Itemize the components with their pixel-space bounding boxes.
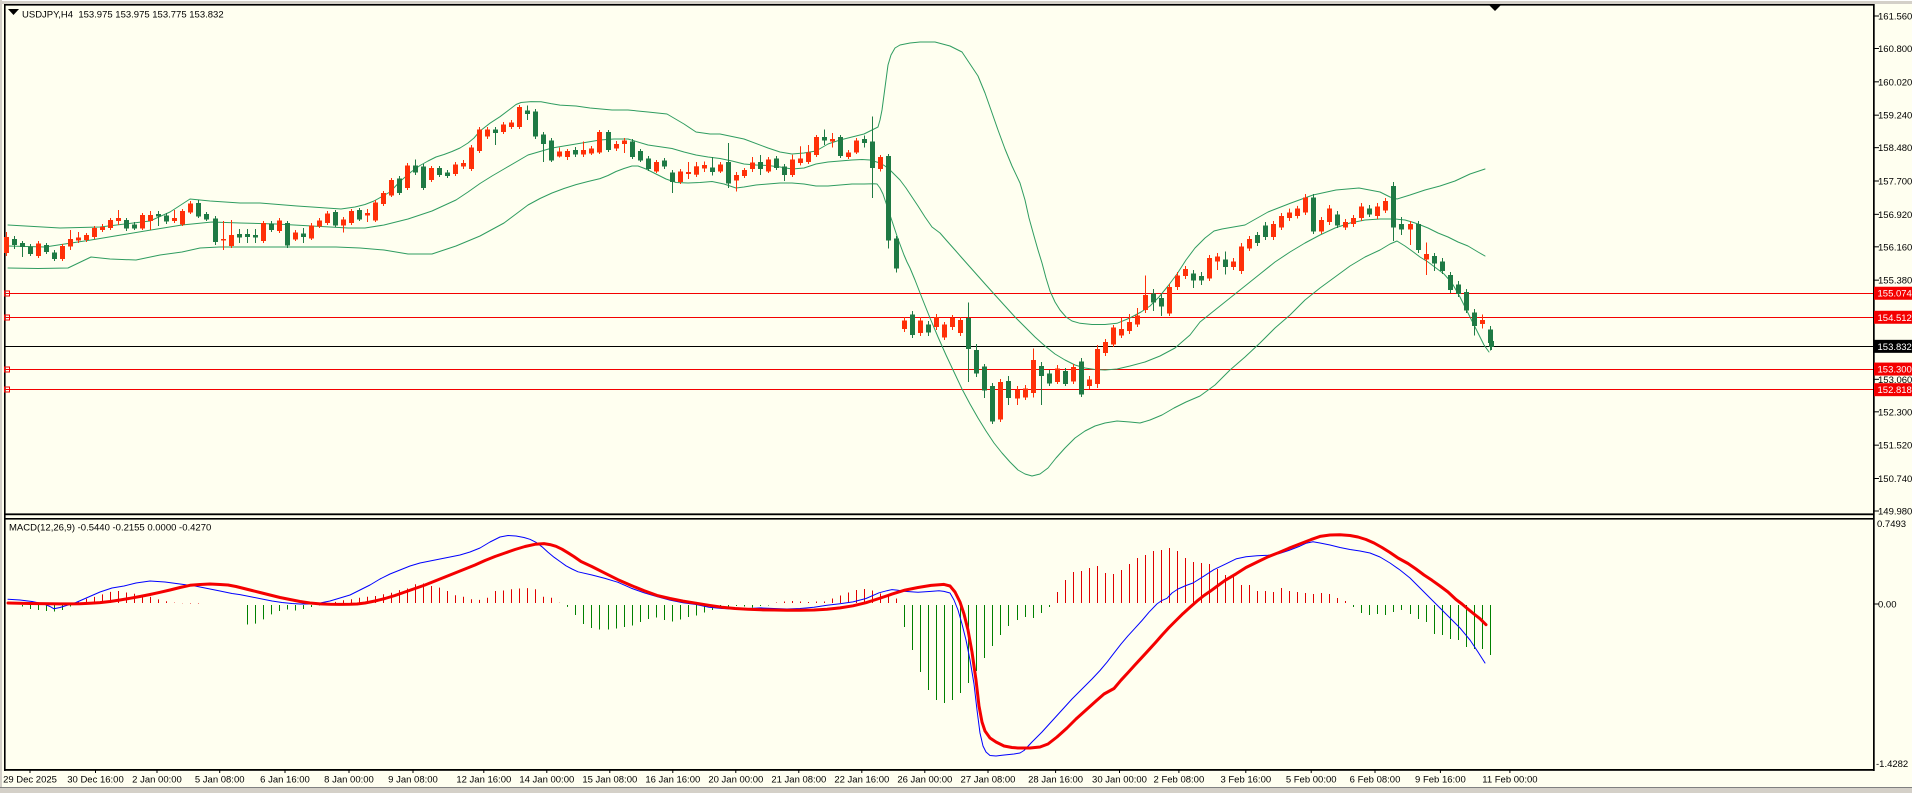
- svg-text:27 Jan 08:00: 27 Jan 08:00: [961, 775, 1016, 786]
- svg-text:22 Jan 16:00: 22 Jan 16:00: [834, 775, 889, 786]
- svg-text:2 Feb 08:00: 2 Feb 08:00: [1154, 775, 1205, 786]
- svg-text:161.560: 161.560: [1878, 12, 1912, 23]
- svg-text:11 Feb 00:00: 11 Feb 00:00: [1482, 775, 1537, 786]
- svg-text:153.300: 153.300: [1878, 365, 1912, 376]
- svg-text:6 Jan 16:00: 6 Jan 16:00: [260, 775, 310, 786]
- svg-text:15 Jan 08:00: 15 Jan 08:00: [582, 775, 637, 786]
- svg-text:5 Jan 08:00: 5 Jan 08:00: [195, 775, 245, 786]
- svg-text:2 Jan 00:00: 2 Jan 00:00: [132, 775, 182, 786]
- svg-text:9 Jan 08:00: 9 Jan 08:00: [388, 775, 438, 786]
- svg-text:MACD(12,26,9) -0.5440 -0.2155: MACD(12,26,9) -0.5440 -0.2155 0.0000 -0.…: [9, 523, 211, 534]
- svg-text:152.300: 152.300: [1878, 407, 1912, 418]
- svg-text:16 Jan 16:00: 16 Jan 16:00: [645, 775, 700, 786]
- svg-text:8 Jan 00:00: 8 Jan 00:00: [324, 775, 374, 786]
- svg-text:29 Dec 2025: 29 Dec 2025: [3, 775, 57, 786]
- svg-text:151.520: 151.520: [1878, 441, 1912, 452]
- svg-text:14 Jan 00:00: 14 Jan 00:00: [519, 775, 574, 786]
- svg-text:158.480: 158.480: [1878, 143, 1912, 154]
- svg-text:30 Dec 16:00: 30 Dec 16:00: [67, 775, 124, 786]
- svg-text:20 Jan 00:00: 20 Jan 00:00: [708, 775, 763, 786]
- svg-text:USDJPY,H4 153.975 153.975 153: USDJPY,H4 153.975 153.975 153.775 153.83…: [22, 10, 224, 21]
- svg-text:30 Jan 00:00: 30 Jan 00:00: [1092, 775, 1147, 786]
- svg-text:159.240: 159.240: [1878, 111, 1912, 122]
- svg-text:21 Jan 08:00: 21 Jan 08:00: [771, 775, 826, 786]
- svg-text:160.800: 160.800: [1878, 44, 1912, 55]
- svg-text:155.380: 155.380: [1878, 276, 1912, 287]
- svg-text:150.740: 150.740: [1878, 474, 1912, 485]
- svg-text:156.160: 156.160: [1878, 242, 1912, 253]
- svg-text:149.980: 149.980: [1878, 506, 1912, 517]
- svg-text:154.512: 154.512: [1878, 313, 1912, 324]
- svg-text:6 Feb 08:00: 6 Feb 08:00: [1350, 775, 1401, 786]
- svg-text:5 Feb 00:00: 5 Feb 00:00: [1286, 775, 1337, 786]
- svg-text:0.00: 0.00: [1878, 600, 1897, 611]
- svg-text:3 Feb 16:00: 3 Feb 16:00: [1220, 775, 1271, 786]
- svg-text:156.920: 156.920: [1878, 210, 1912, 221]
- svg-text:26 Jan 00:00: 26 Jan 00:00: [897, 775, 952, 786]
- svg-text:9 Feb 16:00: 9 Feb 16:00: [1415, 775, 1466, 786]
- svg-text:28 Jan 16:00: 28 Jan 16:00: [1028, 775, 1083, 786]
- svg-text:152.818: 152.818: [1878, 385, 1912, 396]
- svg-text:-1.4282: -1.4282: [1876, 759, 1908, 770]
- svg-text:160.020: 160.020: [1878, 77, 1912, 88]
- svg-text:12 Jan 16:00: 12 Jan 16:00: [456, 775, 511, 786]
- svg-text:155.074: 155.074: [1878, 289, 1912, 300]
- svg-text:157.700: 157.700: [1878, 176, 1912, 187]
- svg-text:153.060: 153.060: [1878, 375, 1912, 386]
- svg-text:0.7493: 0.7493: [1877, 519, 1906, 530]
- svg-text:153.832: 153.832: [1878, 342, 1912, 353]
